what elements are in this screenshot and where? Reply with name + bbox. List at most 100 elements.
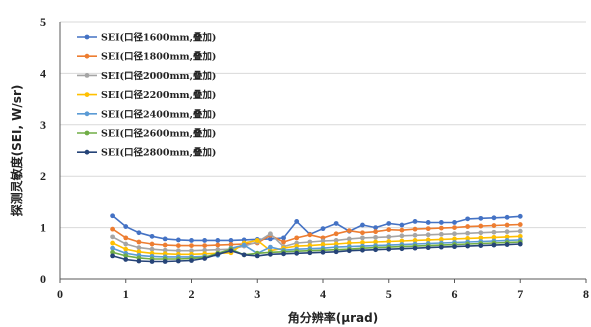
data-point	[491, 242, 497, 248]
data-point	[202, 238, 208, 243]
data-point	[504, 234, 510, 240]
y-tick-label: 5	[40, 15, 46, 29]
data-point	[517, 222, 523, 227]
data-point	[189, 243, 194, 248]
data-point	[425, 237, 431, 243]
data-point	[149, 259, 155, 264]
legend-swatch-marker	[84, 53, 90, 59]
legend-item: SEI(口径2800mm,叠加)	[77, 147, 216, 159]
data-point	[504, 242, 510, 247]
data-point	[294, 235, 300, 241]
data-point	[202, 243, 208, 248]
data-point	[491, 223, 497, 228]
data-point	[360, 230, 365, 236]
data-point	[504, 222, 510, 228]
data-point	[504, 214, 510, 220]
data-point	[320, 238, 326, 244]
data-point	[425, 245, 431, 251]
data-point	[425, 232, 431, 238]
axes: 0 1 2 3 4 5 0 1 2 3 4 5 6 7 8	[40, 15, 589, 301]
y-tick-label: 0	[40, 272, 46, 286]
data-point	[360, 235, 365, 241]
legend-swatch-marker	[84, 130, 90, 136]
data-point	[110, 226, 115, 232]
data-point	[452, 236, 457, 242]
data-point	[162, 247, 168, 253]
data-point	[373, 247, 378, 253]
data-point	[149, 241, 155, 247]
data-point	[386, 239, 392, 244]
data-point	[149, 233, 155, 239]
data-point	[386, 227, 392, 233]
data-point	[386, 234, 392, 240]
data-point	[373, 225, 378, 231]
legend-label: SEI(口径2200mm,叠加)	[101, 89, 216, 101]
data-point	[175, 258, 181, 264]
data-point	[162, 242, 168, 248]
data-point	[333, 231, 339, 237]
legend: SEI(口径1600mm,叠加) SEI(口径1800mm,叠加) SEI(口径20…	[77, 32, 216, 159]
y-tick-label: 4	[40, 66, 46, 80]
data-point	[189, 258, 194, 263]
data-point	[517, 228, 523, 234]
x-tick-label: 6	[452, 287, 458, 301]
data-point	[425, 220, 431, 225]
data-point	[123, 224, 129, 229]
data-point	[465, 224, 471, 229]
legend-swatch-marker	[84, 149, 90, 155]
data-point	[320, 226, 326, 232]
data-point	[465, 230, 471, 236]
data-point	[465, 216, 471, 222]
data-point	[517, 213, 523, 219]
data-point	[320, 242, 326, 247]
data-point	[399, 227, 405, 233]
data-point	[438, 231, 444, 237]
data-point	[149, 246, 155, 252]
data-point	[386, 221, 392, 226]
data-point	[268, 244, 273, 250]
series-lines	[110, 213, 523, 264]
legend-item: SEI(口径2000mm,叠加)	[77, 70, 216, 82]
data-point	[228, 238, 234, 243]
data-point	[478, 215, 484, 221]
data-point	[162, 259, 168, 264]
data-point	[438, 244, 444, 250]
data-point	[438, 237, 444, 242]
data-point	[399, 222, 405, 228]
legend-label: SEI(口径2400mm,叠加)	[101, 108, 216, 120]
data-point	[307, 232, 313, 238]
data-point	[254, 238, 260, 243]
data-point	[491, 234, 497, 240]
data-point	[399, 233, 405, 239]
legend-item: SEI(口径1800mm,叠加)	[77, 51, 216, 63]
data-point	[268, 251, 273, 257]
y-tick-label: 1	[40, 221, 46, 235]
x-tick-label: 0	[57, 287, 63, 301]
data-point	[189, 248, 194, 254]
data-point	[504, 229, 510, 235]
y-tick-label: 3	[40, 118, 46, 132]
data-point	[346, 240, 352, 246]
x-tick-label: 2	[189, 287, 195, 301]
data-point	[386, 246, 392, 252]
data-point	[215, 251, 221, 257]
legend-label: SEI(口径1800mm,叠加)	[101, 51, 216, 63]
series-3	[110, 228, 523, 254]
legend-swatch-marker	[84, 34, 90, 40]
data-point	[202, 247, 208, 253]
data-point	[136, 258, 142, 264]
data-point	[333, 221, 339, 226]
data-point	[478, 243, 484, 248]
data-point	[110, 249, 115, 255]
data-point	[438, 225, 444, 231]
data-point	[346, 236, 352, 242]
data-point	[281, 239, 286, 245]
legend-item: SEI(口径2200mm,叠加)	[77, 89, 216, 101]
data-point	[123, 246, 129, 252]
data-point	[452, 244, 457, 250]
data-point	[136, 245, 142, 251]
data-point	[294, 219, 300, 224]
data-point	[110, 253, 115, 259]
data-point	[110, 213, 115, 219]
